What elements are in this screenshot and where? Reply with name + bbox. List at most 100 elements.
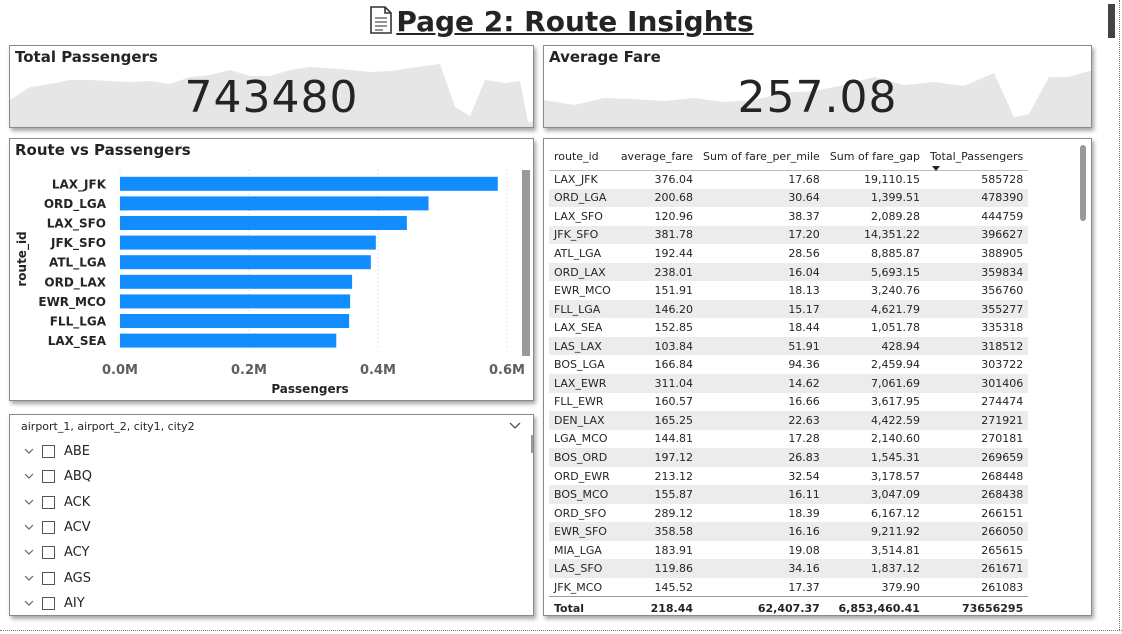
slicer-checkbox[interactable]	[42, 596, 55, 610]
table-cell: 1,051.78	[870, 321, 920, 335]
expand-chevron-icon[interactable]	[24, 496, 36, 509]
expand-chevron-icon[interactable]	[24, 572, 36, 585]
column-header-total-passengers[interactable]: Total_Passengers	[924, 144, 1029, 171]
table-body: LAX_JFK 376.04 17.68 19,110.15 585728 ORD_LGA…	[549, 170, 1029, 597]
chevron-down-icon[interactable]	[509, 419, 521, 433]
table-cell: 261671	[924, 559, 1029, 579]
route-id-cell: MIA_LGA	[554, 543, 602, 557]
table-row[interactable]: BOS_ORD 197.12 26.83 1,545.31 269659	[549, 448, 1029, 467]
table-cell: 51.91	[698, 336, 825, 356]
table-row[interactable]: ORD_EWR 213.12 32.54 3,178.57 268448	[549, 467, 1028, 486]
table-cell: 183.91	[654, 543, 694, 557]
slicer-item[interactable]: ACV	[24, 515, 92, 540]
table-row[interactable]: LAX_SFO 120.96 38.37 2,089.28 444759	[549, 207, 1028, 226]
table-row[interactable]: FLL_LGA 146.20 15.17 4,621.79 355277	[549, 299, 1029, 319]
table-row[interactable]: MIA_LGA 183.91 19.08 3,514.81 265615	[549, 541, 1028, 560]
expand-chevron-icon[interactable]	[24, 445, 36, 458]
slicer-item-label: ABQ	[64, 469, 93, 485]
expand-chevron-icon[interactable]	[24, 470, 36, 483]
table-row[interactable]: BOS_MCO 155.87 16.11 3,047.09 268438	[549, 485, 1029, 504]
table-row[interactable]: BOS_LGA 166.84 94.36 2,459.94 303722	[549, 355, 1028, 374]
bar[interactable]	[120, 294, 351, 309]
route-id-cell: LAX_SFO	[554, 209, 603, 223]
bar[interactable]	[120, 314, 350, 328]
kpi-card-average-fare[interactable]: Average Fare 257.08	[543, 45, 1092, 128]
slicer-item[interactable]: ABE	[24, 439, 92, 464]
column-header-fare-gap[interactable]: Sum of fare_gap	[824, 144, 925, 171]
slicer-item[interactable]: ACK	[24, 490, 92, 515]
table-cell: 18.39	[788, 506, 820, 520]
table-cell: 3,240.76	[870, 284, 920, 298]
route-id-cell: LAX_EWR	[549, 374, 616, 393]
bar[interactable]	[120, 196, 429, 211]
table-row[interactable]: LAS_LAX 103.84 51.91 428.94 318512	[549, 336, 1029, 356]
route-id-cell: DEN_LAX	[549, 411, 616, 430]
table-row[interactable]: EWR_SFO 358.58 16.16 9,211.92 266050	[549, 522, 1029, 541]
route-vs-passengers-chart[interactable]: Route vs Passengers 0.0M 0.2M 0.4M 0.6M LAX_…	[9, 138, 534, 401]
table-cell: 3,178.57	[870, 469, 920, 483]
column-header-average-fare[interactable]: average_fare	[615, 144, 699, 171]
route-id-cell: LAS_SFO	[549, 559, 616, 579]
table-row[interactable]: EWR_MCO 151.91 18.13 3,240.76 356760	[549, 281, 1028, 300]
slicer-checkbox[interactable]	[42, 470, 55, 484]
slicer-scrollbar[interactable]	[531, 435, 533, 453]
table-cell: 119.86	[615, 559, 699, 579]
expand-chevron-icon[interactable]	[24, 521, 36, 534]
bar[interactable]	[120, 235, 376, 250]
table-row[interactable]: LAS_SFO 119.86 34.16 1,837.12 261671	[549, 559, 1029, 579]
expand-chevron-icon[interactable]	[24, 597, 36, 610]
slicer-item[interactable]: AGS	[24, 565, 92, 590]
table-row[interactable]: ORD_LGA 200.68 30.64 1,399.51 478390	[549, 188, 1029, 208]
chart-scrollbar[interactable]	[522, 170, 530, 356]
slicer-header: airport_1, airport_2, city1, city2	[21, 420, 195, 433]
bar[interactable]	[120, 216, 407, 230]
kpi-value: 743480	[184, 72, 359, 123]
slicer-checkbox[interactable]	[42, 495, 55, 509]
table-cell: 151.91	[654, 284, 694, 298]
table-cell: 379.90	[881, 580, 920, 594]
table-row[interactable]: JFK_MCO 145.52 17.37 379.90 261083	[549, 578, 1028, 597]
slicer-checkbox[interactable]	[42, 571, 55, 585]
table-row[interactable]: LGA_MCO 144.81 17.28 2,140.60 270181	[549, 430, 1028, 449]
bar[interactable]	[120, 176, 498, 191]
focus-mode-handle[interactable]	[1108, 4, 1115, 38]
table-cell: 1,837.12	[824, 559, 925, 579]
x-tick-label: 0.0M	[102, 363, 138, 378]
route-table[interactable]: route_id average_fare Sum of fare_per_mi…	[543, 138, 1092, 616]
slicer-checkbox[interactable]	[42, 445, 55, 459]
table-row[interactable]: ATL_LGA 192.44 28.56 8,885.87 388905	[549, 244, 1028, 263]
column-header-route-id[interactable]: route_id	[549, 144, 616, 171]
airport-slicer[interactable]: airport_1, airport_2, city1, city2 ABE AB…	[9, 414, 534, 616]
slicer-checkbox[interactable]	[42, 521, 55, 535]
table-row[interactable]: FLL_EWR 160.57 16.66 3,617.95 274474	[549, 393, 1028, 412]
table-row[interactable]: LAX_EWR 311.04 14.62 7,061.69 301406	[549, 374, 1029, 393]
bar[interactable]	[120, 274, 353, 289]
table-row[interactable]: ORD_SFO 289.12 18.39 6,167.12 266151	[549, 504, 1028, 523]
table-row[interactable]: LAX_JFK 376.04 17.68 19,110.15 585728	[549, 170, 1028, 189]
table-cell: 6,167.12	[870, 506, 920, 520]
table-cell: 14,351.22	[824, 225, 925, 245]
slicer-item[interactable]: AIY	[24, 591, 92, 615]
slicer-item[interactable]: ACY	[24, 540, 92, 565]
route-id-cell: LAS_LAX	[549, 336, 616, 356]
slicer-item-label: AIY	[64, 595, 85, 611]
table-cell: 238.01	[615, 262, 699, 282]
table-scrollbar[interactable]	[1080, 145, 1086, 221]
table-row[interactable]: JFK_SFO 381.78 17.20 14,351.22 396627	[549, 225, 1029, 245]
slicer-checkbox[interactable]	[42, 546, 55, 560]
table-row[interactable]: ORD_LAX 238.01 16.04 5,693.15 359834	[549, 262, 1029, 282]
bar[interactable]	[120, 255, 371, 270]
table-cell: 17.37	[788, 580, 820, 594]
slicer-item-label: ACK	[64, 494, 91, 510]
table-header-row: route_id average_fare Sum of fare_per_mi…	[549, 144, 1029, 171]
column-header-fare-per-mile[interactable]: Sum of fare_per_mile	[698, 144, 825, 171]
table-cell: 1,399.51	[824, 188, 925, 208]
table-cell: 1,545.31	[824, 448, 925, 467]
table-cell: 396627	[924, 225, 1029, 245]
bar[interactable]	[120, 333, 337, 348]
table-row[interactable]: DEN_LAX 165.25 22.63 4,422.59 271921	[549, 411, 1029, 430]
kpi-card-total-passengers[interactable]: Total Passengers 743480	[9, 45, 534, 128]
table-row[interactable]: LAX_SEA 152.85 18.44 1,051.78 335318	[549, 318, 1028, 337]
slicer-item[interactable]: ABQ	[24, 464, 92, 489]
expand-chevron-icon[interactable]	[24, 546, 36, 559]
